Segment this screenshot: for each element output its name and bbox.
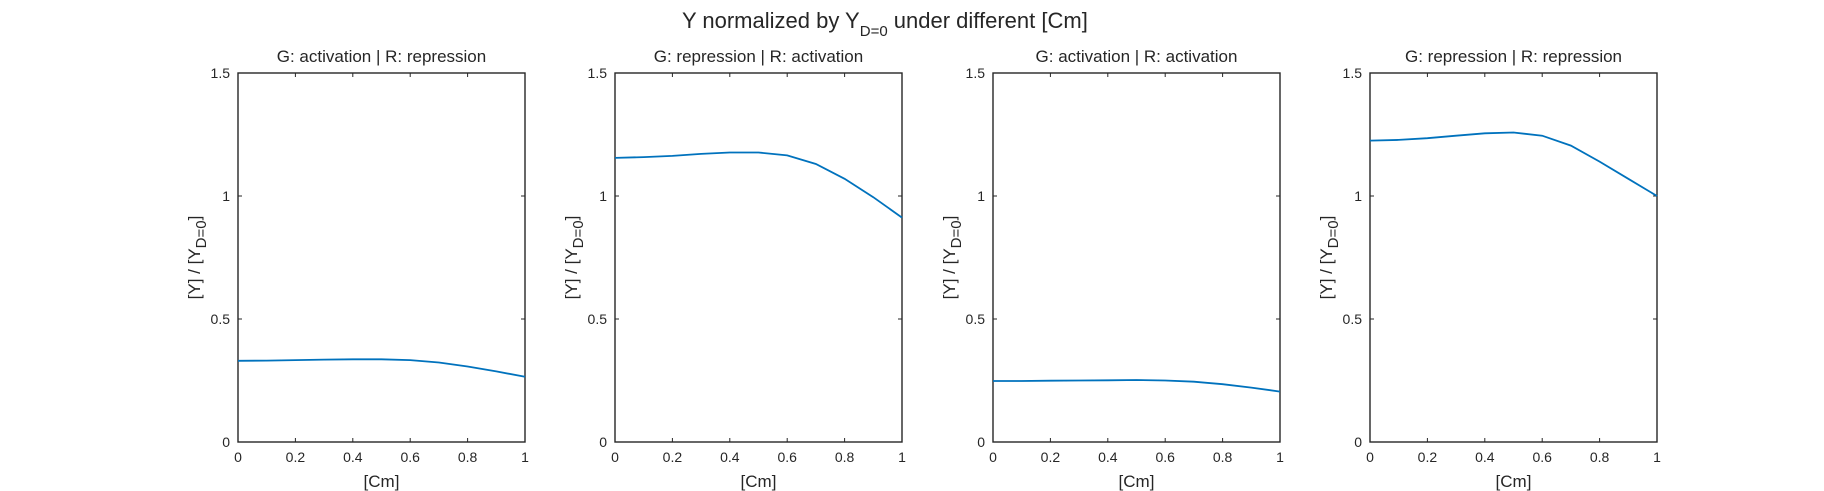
x-tick-label: 0.2 [663, 449, 683, 465]
x-tick-label: 0 [1366, 449, 1374, 465]
y-axis-label: [Y] / [YD=0] [185, 216, 210, 300]
y-tick-label: 0.5 [966, 311, 986, 327]
y-tick-label: 0 [1354, 434, 1362, 450]
series-line [237, 358, 526, 378]
figure-title-subscript: D=0 [860, 23, 888, 40]
subplots: 0 0.2 0.4 0.6 0.8 1 0 0.5 1 1.5 G: activation | R:… [185, 47, 1661, 491]
y-axis-label: [Y] / [YD=0] [1317, 216, 1342, 300]
subplot-2: 0 0.2 0.4 0.6 0.8 1 0 0.5 1 1.5 G: repression | R:… [562, 47, 906, 491]
x-axis-label: [Cm] [741, 472, 777, 491]
x-tick-label: 0.6 [777, 449, 797, 465]
series-line [993, 379, 1281, 393]
y-axis-label-main: [Y] / [Y [185, 248, 204, 299]
x-tick-label: 0.6 [400, 449, 420, 465]
y-axis-label-subscript: D=0 [948, 220, 965, 248]
x-tick-label: 0.4 [1098, 449, 1118, 465]
x-tick-label: 0 [234, 449, 242, 465]
x-tick-label: 0.8 [458, 449, 478, 465]
figure-title-main: Y normalized by Y [682, 8, 860, 33]
subplot-title: G: activation | R: activation [1036, 47, 1238, 66]
x-axis-label: [Cm] [1496, 472, 1532, 491]
x-tick-label: 0 [989, 449, 997, 465]
y-tick-label: 0 [599, 434, 607, 450]
y-tick-label: 1.5 [588, 65, 608, 81]
figure-title-tail: under different [Cm] [888, 8, 1088, 33]
subplot-title: G: repression | R: repression [1405, 47, 1622, 66]
x-tick-label: 1 [898, 449, 906, 465]
x-tick-label: 1 [521, 449, 529, 465]
y-axis-label-subscript: D=0 [193, 220, 210, 248]
y-axis-label-subscript: D=0 [570, 220, 587, 248]
y-tick-label: 1.5 [1343, 65, 1363, 81]
y-axis-label-subscript: D=0 [1325, 220, 1342, 248]
subplot-4: 0 0.2 0.4 0.6 0.8 1 0 0.5 1 1.5 G: repression | R:… [1317, 47, 1661, 491]
y-tick-label: 0.5 [1343, 311, 1363, 327]
x-tick-label: 0.2 [1041, 449, 1061, 465]
axes-box [1369, 72, 1658, 443]
y-tick-label: 1 [599, 188, 607, 204]
y-axis-label-main: [Y] / [Y [562, 248, 581, 299]
x-tick-label: 1 [1276, 449, 1284, 465]
y-axis-label-tail: ] [940, 216, 959, 221]
series-line [1369, 131, 1658, 197]
y-tick-label: 0.5 [588, 311, 608, 327]
x-tick-label: 0.4 [720, 449, 740, 465]
y-tick-label: 0 [977, 434, 985, 450]
y-axis-label-tail: ] [1317, 216, 1336, 221]
y-axis-label-main: [Y] / [Y [1317, 248, 1336, 299]
axes-box [237, 72, 526, 443]
x-tick-label: 0.8 [835, 449, 855, 465]
x-tick-label: 0.8 [1213, 449, 1233, 465]
axes-box [614, 72, 903, 443]
y-tick-label: 1 [222, 188, 230, 204]
series-line [614, 151, 903, 219]
x-tick-label: 0.2 [1418, 449, 1438, 465]
x-tick-label: 0.6 [1532, 449, 1552, 465]
y-tick-label: 1.5 [211, 65, 231, 81]
y-tick-label: 1.5 [966, 65, 986, 81]
x-axis-label: [Cm] [1119, 472, 1155, 491]
x-tick-label: 0.4 [1475, 449, 1495, 465]
y-axis-label: [Y] / [YD=0] [562, 216, 587, 300]
x-tick-label: 0.6 [1155, 449, 1175, 465]
subplot-title: G: activation | R: repression [277, 47, 486, 66]
x-axis-label: [Cm] [364, 472, 400, 491]
y-tick-label: 0 [222, 434, 230, 450]
y-axis-label-tail: ] [562, 216, 581, 221]
subplot-1: 0 0.2 0.4 0.6 0.8 1 0 0.5 1 1.5 G: activation | R:… [185, 47, 529, 491]
subplot-title: G: repression | R: activation [654, 47, 863, 66]
x-tick-label: 0.2 [286, 449, 306, 465]
x-tick-label: 0.4 [343, 449, 363, 465]
x-tick-label: 0.8 [1590, 449, 1610, 465]
y-tick-label: 0.5 [211, 311, 231, 327]
x-tick-label: 1 [1653, 449, 1661, 465]
y-tick-label: 1 [977, 188, 985, 204]
y-tick-label: 1 [1354, 188, 1362, 204]
x-tick-label: 0 [611, 449, 619, 465]
figure-title: Y normalized by YD=0 under different [Cm… [682, 8, 1088, 40]
y-axis-label-tail: ] [185, 216, 204, 221]
subplot-3: 0 0.2 0.4 0.6 0.8 1 0 0.5 1 1.5 G: activation | R:… [940, 47, 1284, 491]
y-axis-label-main: [Y] / [Y [940, 248, 959, 299]
y-axis-label: [Y] / [YD=0] [940, 216, 965, 300]
